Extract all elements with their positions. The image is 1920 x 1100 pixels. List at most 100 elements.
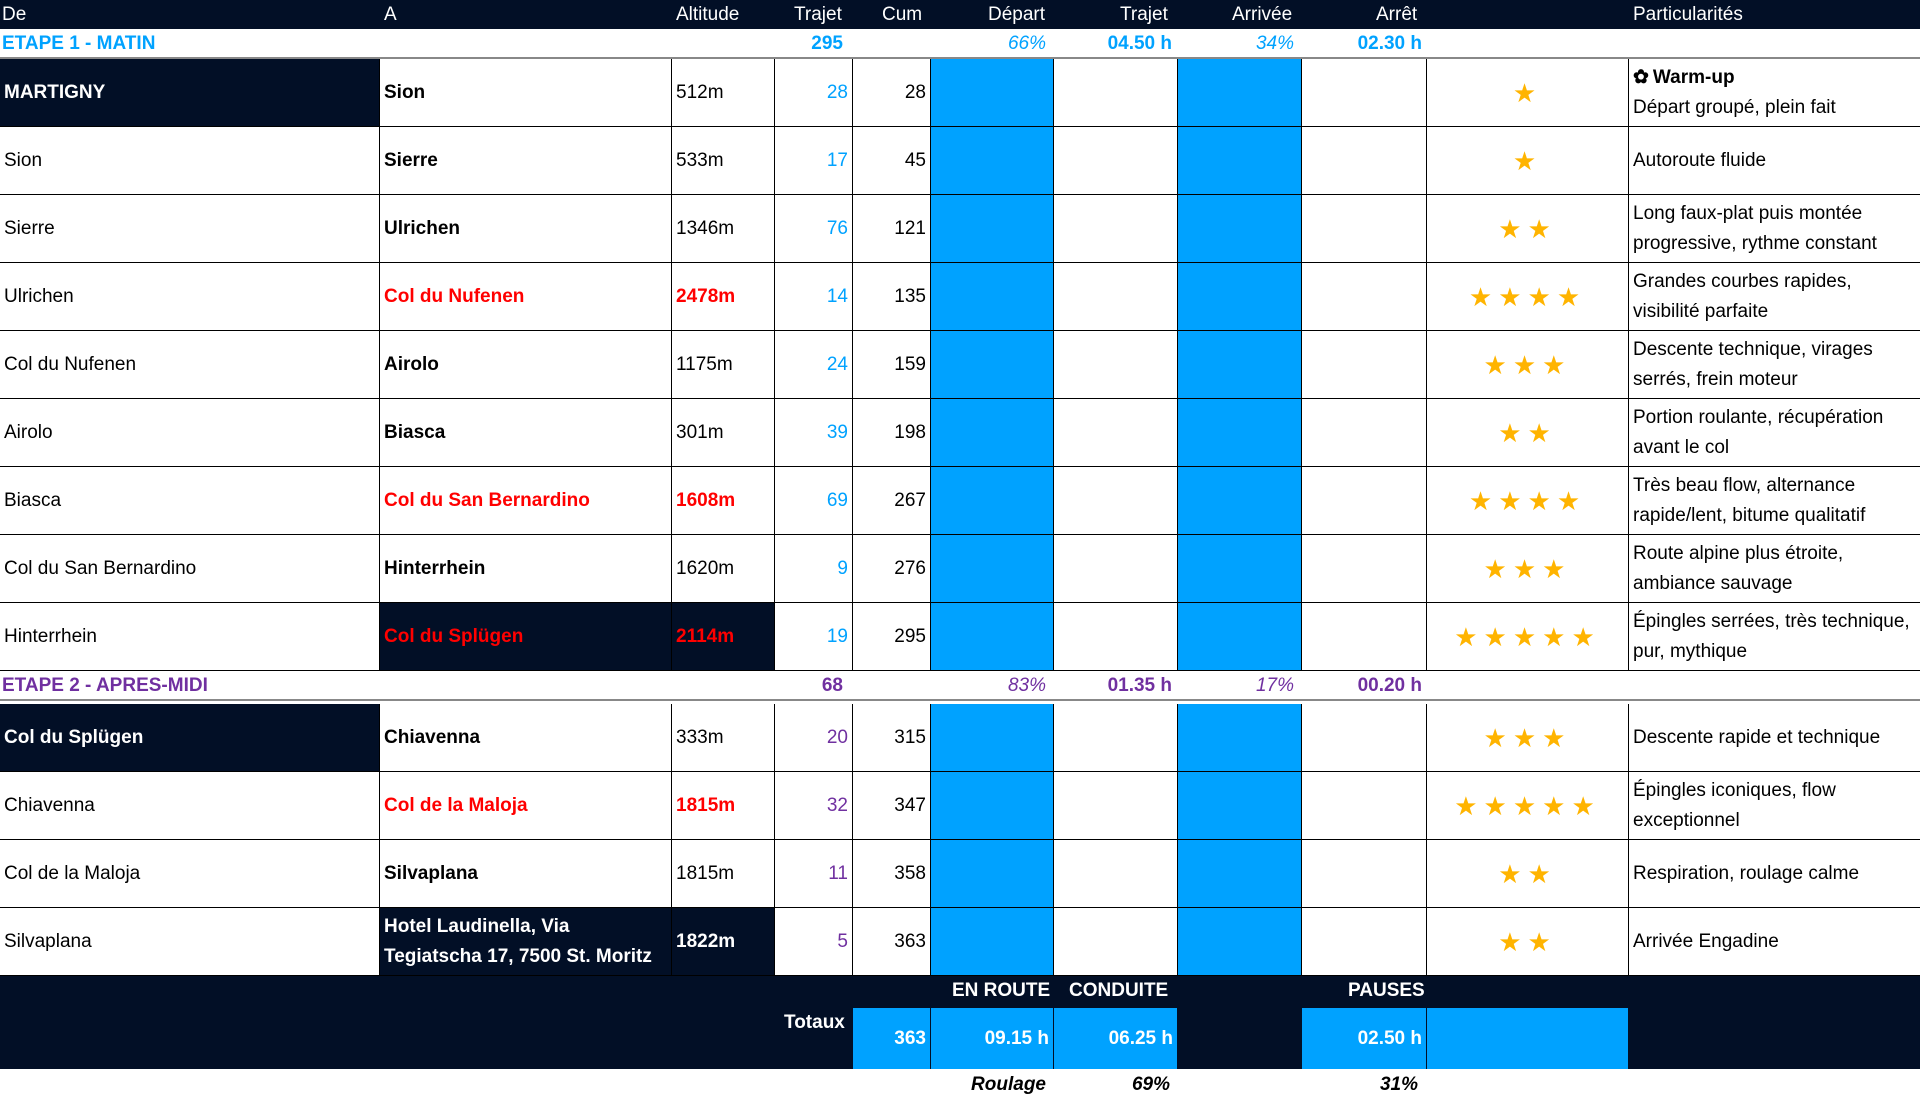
to-cell: Biasca xyxy=(380,399,672,467)
depart-cell xyxy=(931,195,1054,263)
from-cell: Biasca xyxy=(0,467,380,535)
altitude-cell: 512m xyxy=(672,59,775,127)
arret-cell xyxy=(1302,399,1427,467)
rating-cell: ★ ★ ★ ★ xyxy=(1427,467,1629,535)
particularites-cell: Grandes courbes rapides, visibilité parf… xyxy=(1629,263,1920,331)
to-cell: Col de la Maloja xyxy=(380,772,672,840)
star-icon: ★ xyxy=(1498,417,1528,448)
star-icon: ★ xyxy=(1512,621,1543,652)
header-trajet: Trajet xyxy=(794,4,842,25)
altitude-cell: 1175m xyxy=(672,331,775,399)
star-icon: ★ xyxy=(1483,349,1513,380)
star-icon: ★ xyxy=(1483,790,1513,821)
star-icon: ★ xyxy=(1512,145,1543,176)
footer-conduite-pct: 69% xyxy=(1131,1074,1170,1095)
altitude-cell: 2114m xyxy=(672,603,775,671)
note-text: Grandes courbes rapides, visibilité parf… xyxy=(1633,270,1852,322)
trajet-time-cell xyxy=(1054,840,1178,908)
arret-cell xyxy=(1302,59,1427,127)
trajet-time-cell xyxy=(1054,908,1178,976)
totals-km: 363 xyxy=(853,1008,931,1069)
etape-trajet-total: 68 xyxy=(821,675,843,696)
note-text: Autoroute fluide xyxy=(1633,149,1767,171)
arret-cell xyxy=(1302,603,1427,671)
depart-cell xyxy=(931,331,1054,399)
header-cum: Cum xyxy=(882,4,923,25)
totals-en-route: 09.15 h xyxy=(931,1008,1054,1069)
star-icon: ★ xyxy=(1483,553,1513,584)
to-cell: Chiavenna xyxy=(380,704,672,772)
particularites-cell: Long faux-plat puis montée progressive, … xyxy=(1629,195,1920,263)
arrivee-cell xyxy=(1178,399,1302,467)
etape-row: ETAPE 1 - MATIN 295 66% 04.50 h 34% 02.30 h xyxy=(0,29,1920,59)
from-cell: Col du Nufenen xyxy=(0,331,380,399)
note-text: Arrivée Engadine xyxy=(1633,930,1779,952)
star-icon: ★ xyxy=(1527,926,1557,957)
arrivee-cell xyxy=(1178,603,1302,671)
arret-cell xyxy=(1302,467,1427,535)
etape-arret-time: 02.30 h xyxy=(1357,33,1422,54)
star-icon: ★ xyxy=(1542,553,1572,584)
rating-cell: ★ ★ xyxy=(1427,908,1629,976)
arret-cell xyxy=(1302,704,1427,772)
totals-pauses-label: PAUSES xyxy=(1348,980,1425,1001)
altitude-cell: 2478m xyxy=(672,263,775,331)
star-icon: ★ xyxy=(1556,281,1587,312)
depart-cell xyxy=(931,840,1054,908)
arret-cell xyxy=(1302,263,1427,331)
etape-trajet-total: 295 xyxy=(811,33,843,54)
trajet-time-cell xyxy=(1054,127,1178,195)
header-arrivee: Arrivée xyxy=(1232,4,1293,25)
from-cell: Airolo xyxy=(0,399,380,467)
altitude-cell: 1822m xyxy=(672,908,775,976)
depart-cell xyxy=(931,399,1054,467)
to-cell: Col du San Bernardino xyxy=(380,467,672,535)
altitude-cell: 301m xyxy=(672,399,775,467)
rating-cell: ★ ★ ★ xyxy=(1427,331,1629,399)
cum-cell: 198 xyxy=(853,399,931,467)
star-icon: ★ xyxy=(1468,281,1499,312)
star-icon: ★ xyxy=(1498,926,1528,957)
arrivee-cell xyxy=(1178,195,1302,263)
from-cell: Hinterrhein xyxy=(0,603,380,671)
header-de: De xyxy=(2,4,27,25)
star-icon: ★ xyxy=(1527,281,1557,312)
rating-cell: ★ xyxy=(1427,59,1629,127)
trajet-time-cell xyxy=(1054,603,1178,671)
particularites-cell: Route alpine plus étroite, ambiance sauv… xyxy=(1629,535,1920,603)
star-icon: ★ xyxy=(1542,621,1572,652)
totals-en-route-label: EN ROUTE xyxy=(952,980,1051,1001)
altitude-cell: 1815m xyxy=(672,840,775,908)
trajet-cell: 20 xyxy=(775,704,853,772)
to-cell: Sion xyxy=(380,59,672,127)
trajet-cell: 17 xyxy=(775,127,853,195)
trajet-cell: 5 xyxy=(775,908,853,976)
altitude-cell: 1815m xyxy=(672,772,775,840)
star-icon: ★ xyxy=(1527,485,1557,516)
rating-cell: ★ xyxy=(1427,127,1629,195)
star-icon: ★ xyxy=(1498,858,1528,889)
star-icon: ★ xyxy=(1542,722,1572,753)
depart-cell xyxy=(931,467,1054,535)
trajet-time-cell xyxy=(1054,399,1178,467)
header-arret: Arrêt xyxy=(1376,4,1418,25)
trajet-cell: 32 xyxy=(775,772,853,840)
cum-cell: 121 xyxy=(853,195,931,263)
star-icon: ★ xyxy=(1512,349,1543,380)
cum-cell: 267 xyxy=(853,467,931,535)
cum-cell: 358 xyxy=(853,840,931,908)
star-icon: ★ xyxy=(1483,722,1513,753)
cum-cell: 45 xyxy=(853,127,931,195)
star-icon: ★ xyxy=(1454,621,1484,652)
rating-cell: ★ ★ xyxy=(1427,195,1629,263)
cum-cell: 347 xyxy=(853,772,931,840)
footer-pauses-pct: 31% xyxy=(1379,1074,1418,1095)
from-cell: Silvaplana xyxy=(0,908,380,976)
depart-cell xyxy=(931,908,1054,976)
to-cell: Airolo xyxy=(380,331,672,399)
note-text: Départ groupé, plein fait xyxy=(1633,96,1836,118)
particularites-cell: Très beau flow, alternance rapide/lent, … xyxy=(1629,467,1920,535)
particularites-cell: Descente rapide et technique xyxy=(1629,704,1920,772)
particularites-cell: ✿ Warm-up Départ groupé, plein fait xyxy=(1629,59,1920,127)
star-icon: ★ xyxy=(1512,553,1543,584)
